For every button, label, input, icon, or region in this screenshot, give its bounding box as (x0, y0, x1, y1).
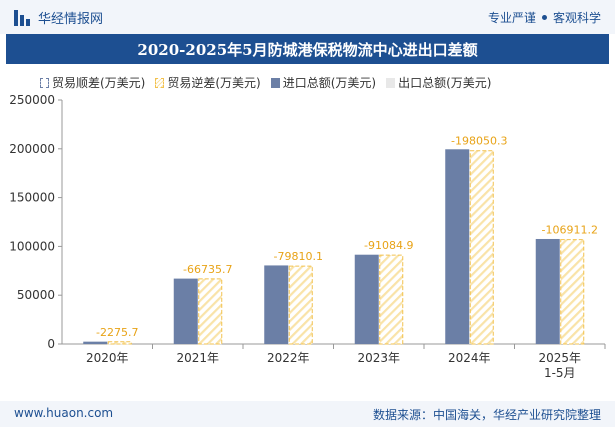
export-swatch-icon (386, 77, 396, 88)
y-tick-label: 150000 (9, 191, 55, 205)
legend-item-import: 进口总额(万美元) (270, 74, 377, 91)
legend-label-export: 出口总额(万美元) (398, 76, 492, 90)
import-bar (264, 265, 289, 344)
data-label: -198050.3 (451, 135, 507, 148)
deficit-bar (560, 239, 585, 345)
import-bar (445, 149, 470, 344)
import-bar (173, 278, 198, 344)
deficit-bar (379, 254, 404, 345)
data-label: -2275.7 (96, 326, 138, 339)
legend-label-deficit: 贸易逆差(万美元) (167, 76, 261, 90)
bar-chart: 0 50000 100000 150000 200000 250000 2020年 2021年… (9, 93, 606, 380)
import-swatch-icon (270, 77, 280, 88)
data-label: -79810.1 (274, 250, 323, 263)
surplus-swatch-icon (40, 77, 49, 88)
footer-source: 数据来源：中国海关，华经产业研究院整理 (372, 408, 601, 422)
deficit-bar (107, 341, 132, 345)
x-tick-label: 2022年 (267, 351, 310, 365)
deficit-bar (288, 265, 313, 345)
title-bar: 2020-2025年5月防城港保税物流中心进出口差额 (6, 34, 609, 64)
footer-website: www.huaon.com (14, 406, 114, 420)
legend-label-surplus: 贸易顺差(万美元) (52, 76, 146, 90)
footer: www.huaon.com 数据来源：中国海关，华经产业研究院整理 (0, 401, 615, 427)
bar-logo-icon (14, 9, 32, 26)
slogan-left: 专业严谨 (487, 11, 536, 25)
y-tick-label: 200000 (9, 142, 55, 156)
brand: 华经情报网 (14, 8, 103, 27)
y-tick-label: 50000 (17, 288, 55, 302)
legend-label-import: 进口总额(万美元) (282, 76, 377, 90)
legend-item-deficit: 贸易逆差(万美元) (155, 74, 261, 91)
slogan: 专业严谨 客观科学 (488, 9, 601, 26)
x-tick-label: 2021年 (176, 351, 219, 365)
chart-title: 2020-2025年5月防城港保税物流中心进出口差额 (137, 40, 478, 59)
x-tick-label: 2020年 (86, 351, 129, 365)
data-label: -66735.7 (183, 263, 232, 276)
data-label: -106911.2 (542, 224, 598, 237)
y-tick-label: 0 (47, 337, 55, 351)
dot-icon (541, 15, 547, 20)
legend: 贸易顺差(万美元) 贸易逆差(万美元) 进口总额(万美元) 出口总额(万美元) (40, 74, 492, 91)
import-bar (354, 254, 379, 344)
x-tick-label: 2024年 (448, 351, 491, 365)
legend-item-surplus: 贸易顺差(万美元) (40, 74, 145, 91)
brand-name: 华经情报网 (38, 12, 104, 27)
x-tick-label: 2023年 (357, 351, 400, 365)
slogan-right: 客观科学 (552, 11, 601, 25)
y-tick-label: 250000 (9, 93, 55, 107)
import-bar (535, 238, 560, 344)
y-tick-label: 100000 (9, 239, 55, 253)
deficit-bar (198, 278, 223, 345)
legend-item-export: 出口总额(万美元) (386, 74, 492, 91)
data-label: -91084.9 (364, 239, 413, 252)
x-tick-label: 2025年 1-5月 (538, 351, 581, 380)
deficit-bar (469, 150, 494, 345)
top-header: 华经情报网 专业严谨 客观科学 (0, 0, 615, 34)
deficit-swatch-icon (155, 77, 165, 88)
import-bar (83, 341, 108, 344)
